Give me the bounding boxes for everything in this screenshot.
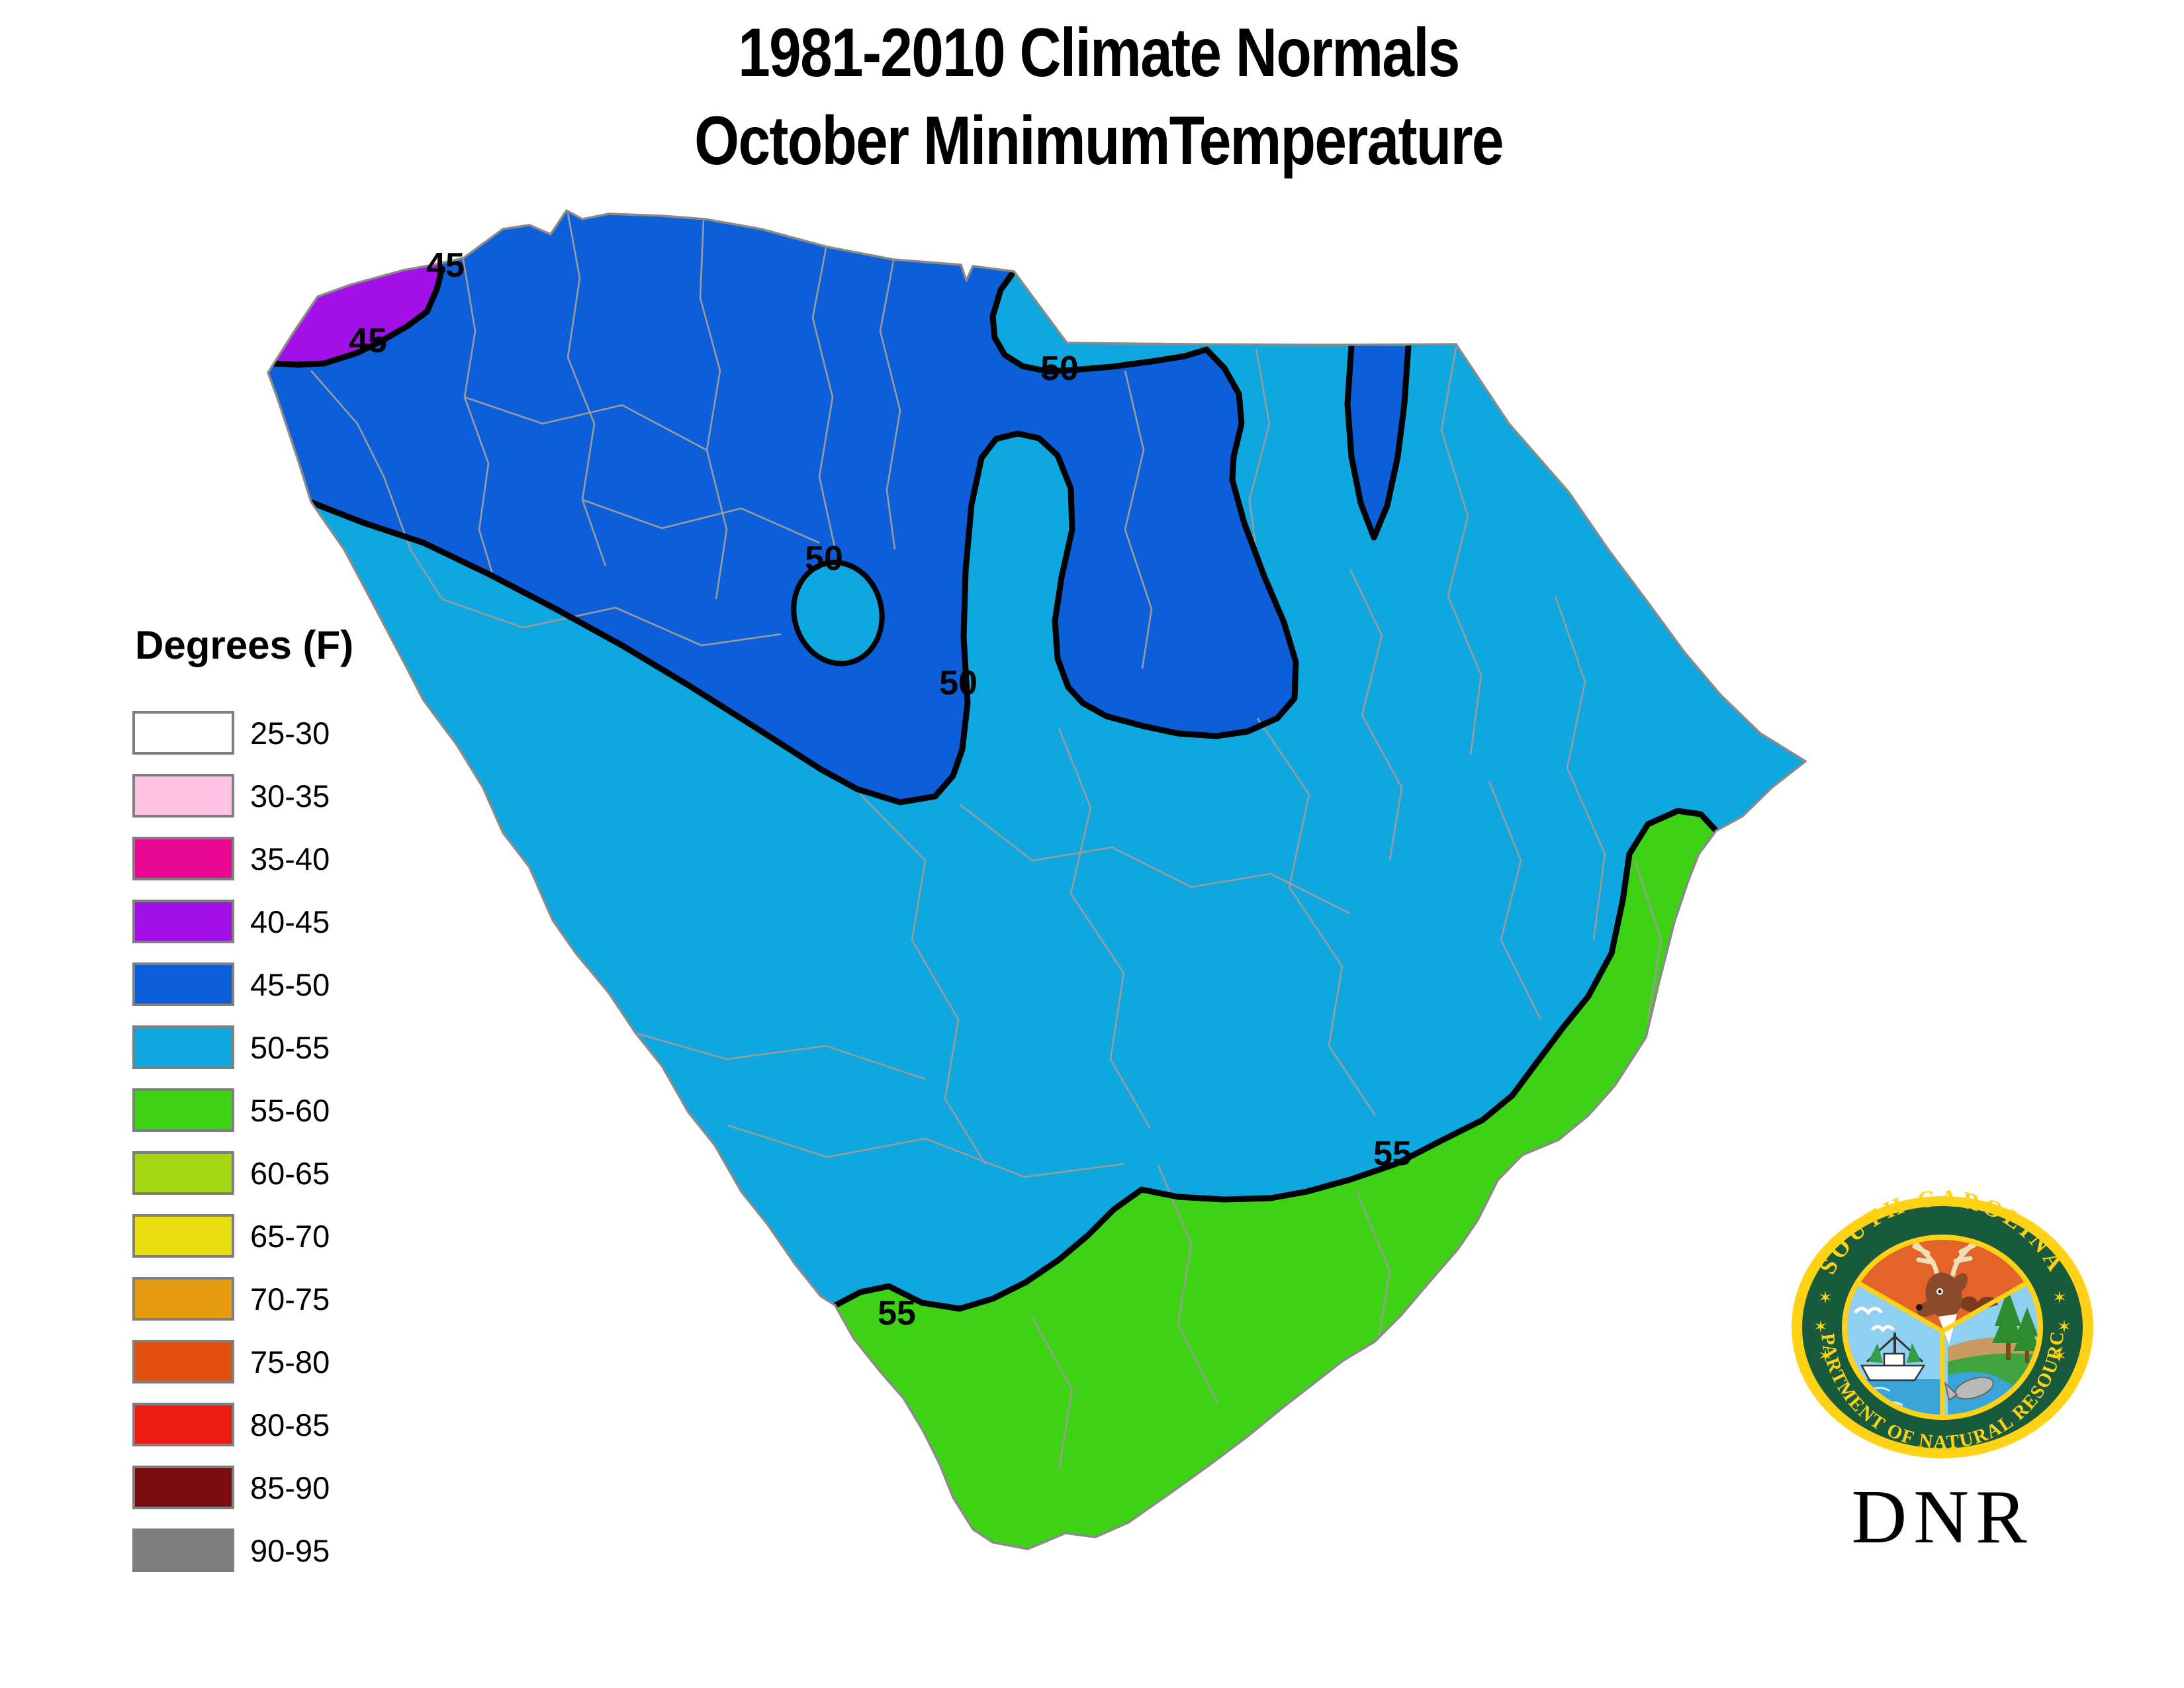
eagle-icon [1957, 1296, 1998, 1313]
region-50-55-oval [791, 559, 885, 667]
region-45-50 [268, 211, 1296, 802]
contour-50 [306, 268, 1299, 806]
star-icon: ✶ [1813, 1317, 1828, 1336]
legend-range-label: 75-80 [250, 1344, 330, 1380]
legend-swatch [132, 1151, 234, 1195]
legend-swatch [132, 1403, 234, 1446]
contour-55 [832, 808, 1719, 1312]
legend-range-label: 35-40 [250, 841, 330, 876]
dnr-caption: DNR [1852, 1475, 2034, 1560]
legend-range-label: 25-30 [250, 715, 330, 751]
legend-rows: 25-30 30-35 35-40 40-45 45-50 50-55 55-60 60-65… [132, 711, 353, 1572]
gull-icon [1854, 1307, 1895, 1333]
legend-swatch [132, 1528, 234, 1572]
legend-item: 55-60 [132, 1088, 353, 1132]
contour-45 [269, 265, 445, 368]
title-block: 1981-2010 Climate Normals October Minimu… [0, 9, 2184, 185]
legend-range-label: 40-45 [250, 904, 330, 939]
legend-item: 35-40 [132, 837, 353, 880]
legend-swatch [132, 1025, 234, 1069]
dnr-seal-logo: SOUTH CAROLINA DEPARTMENT OF NATURAL RES… [1792, 1184, 2093, 1458]
legend-item: 25-30 [132, 711, 353, 755]
legend-title: Degrees (F) [135, 623, 354, 667]
region-40-45 [268, 265, 442, 373]
star-icon: ✶ [1818, 1288, 1833, 1307]
legend-item: 85-90 [132, 1466, 353, 1509]
region-45-50-tongue [1347, 346, 1408, 538]
legend-range-label: 50-55 [250, 1029, 330, 1065]
legend-swatch [132, 774, 234, 818]
legend-item: 40-45 [132, 900, 353, 943]
legend-range-label: 55-60 [250, 1092, 330, 1128]
state-outline [267, 209, 1807, 1550]
legend-swatch [132, 900, 234, 943]
legend-item: 90-95 [132, 1528, 353, 1572]
county-boundaries [310, 212, 1662, 1470]
star-icon: ✶ [1818, 1346, 1833, 1366]
legend-item: 45-50 [132, 962, 353, 1006]
contour-value-label: 50 [939, 664, 978, 702]
legend: Degrees (F) 25-30 30-35 35-40 40-45 45-50 50-… [132, 622, 353, 1592]
legend-swatch [132, 837, 234, 880]
page-title-line2: October MinimumTemperature [694, 103, 1504, 180]
legend-range-label: 90-95 [250, 1532, 330, 1568]
legend-item: 75-80 [132, 1340, 353, 1383]
contour-labels-group: 45 45 50 50 50 55 55 [349, 246, 1412, 1333]
deer-icon [1909, 1240, 1981, 1344]
legend-item: 60-65 [132, 1151, 353, 1195]
star-icon: ✶ [2057, 1317, 2071, 1336]
contour-value-label: 50 [1040, 350, 1079, 388]
legend-swatch [132, 1340, 234, 1383]
contour-50-tongue [1344, 342, 1412, 541]
contour-value-label: 50 [805, 539, 843, 578]
legend-item: 80-85 [132, 1403, 353, 1446]
star-icon: ✶ [2052, 1346, 2067, 1366]
legend-item: 70-75 [132, 1277, 353, 1321]
legend-range-label: 70-75 [250, 1281, 330, 1317]
legend-item: 65-70 [132, 1214, 353, 1258]
legend-item: 30-35 [132, 774, 353, 818]
page-title-line1: 1981-2010 Climate Normals [738, 15, 1460, 91]
contour-value-label: 45 [426, 246, 465, 285]
legend-range-label: 65-70 [250, 1218, 330, 1254]
seal-stars: ✶ ✶ ✶ ✶ ✶ ✶ [1813, 1288, 2071, 1366]
legend-range-label: 85-90 [250, 1470, 330, 1505]
legend-swatch [132, 711, 234, 755]
legend-range-label: 80-85 [250, 1407, 330, 1442]
legend-swatch [132, 1466, 234, 1509]
legend-swatch [132, 1277, 234, 1321]
region-55-60 [835, 811, 1716, 1549]
legend-range-label: 60-65 [250, 1155, 330, 1191]
contour-value-label: 55 [1373, 1135, 1412, 1173]
isotherm-contours [269, 265, 1719, 1312]
boat-icon [1860, 1333, 1926, 1382]
star-icon: ✶ [2052, 1288, 2067, 1307]
tree-icon [1992, 1289, 2038, 1363]
contour-value-label: 55 [878, 1294, 916, 1333]
legend-range-label: 45-50 [250, 966, 330, 1002]
legend-swatch [132, 1214, 234, 1258]
contour-value-label: 45 [349, 322, 387, 360]
legend-swatch [132, 962, 234, 1006]
fish-icon [1944, 1376, 1994, 1401]
legend-swatch [132, 1088, 234, 1132]
legend-item: 50-55 [132, 1025, 353, 1069]
legend-range-label: 30-35 [250, 778, 330, 814]
